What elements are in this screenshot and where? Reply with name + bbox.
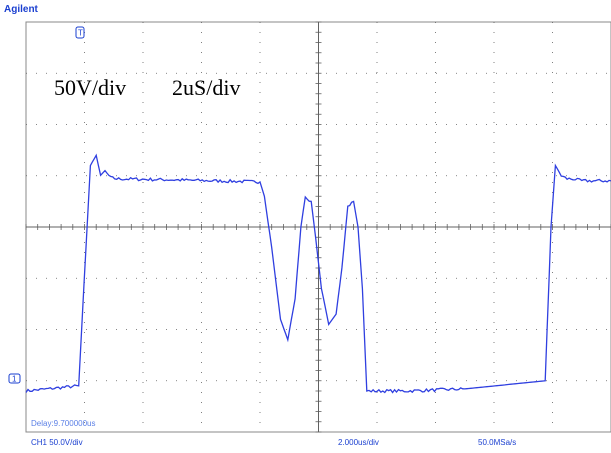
annotation-volts-per-div: 50V/div (54, 75, 126, 100)
sample-rate-readout: 50.0MSa/s (478, 438, 516, 447)
trigger-marker-label: T (78, 29, 83, 38)
ground-marker-label: 1 (12, 375, 17, 384)
ground-level-marker: 1 (8, 373, 21, 384)
graticule-grid (25, 21, 611, 433)
ch1-waveform-trace (25, 153, 611, 394)
brand-logo-text: Agilent (4, 4, 39, 15)
channel-scale-readout: CH1 50.0V/div (31, 438, 83, 447)
delay-readout: Delay:9.700000us (31, 419, 96, 428)
trigger-position-marker: T (75, 26, 85, 39)
annotation-time-per-div: 2uS/div (172, 75, 240, 100)
timebase-readout: 2.000us/div (338, 438, 379, 447)
